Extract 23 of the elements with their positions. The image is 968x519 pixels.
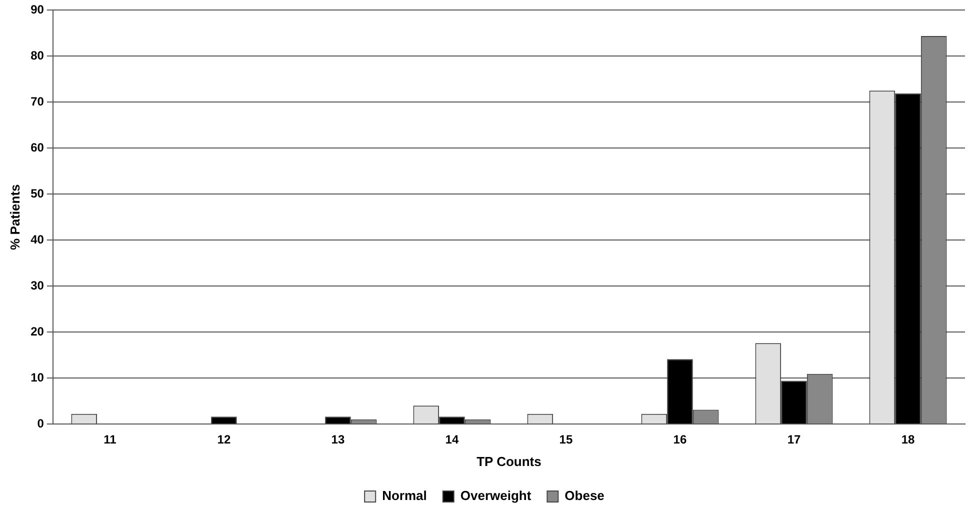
y-tick-label: 60 [30, 140, 44, 154]
y-tick-label: 30 [30, 278, 44, 292]
x-tick-label: 15 [559, 432, 573, 447]
y-tick-label: 20 [30, 324, 44, 338]
y-tick-label: 40 [30, 232, 44, 246]
y-tick-label: 70 [30, 94, 44, 108]
x-tick-label: 18 [901, 432, 915, 447]
x-tick-label: 16 [673, 432, 687, 447]
x-tick-label: 11 [104, 432, 117, 447]
x-tick-label: 14 [445, 432, 459, 447]
y-tick-label: 10 [30, 370, 44, 384]
y-tick-label: 80 [30, 48, 44, 62]
y-tick-label: 0 [37, 416, 44, 430]
x-tick-label: 17 [787, 432, 801, 447]
x-axis-title: TP Counts [476, 454, 542, 469]
x-tick-label: 12 [217, 432, 231, 447]
y-axis-title: % Patients [7, 184, 22, 250]
y-tick-label: 90 [30, 2, 44, 17]
legend-label: Overweight [460, 488, 532, 504]
legend-label: Obese [564, 488, 604, 504]
y-tick-label: 50 [30, 186, 44, 200]
x-tick-label: 13 [331, 432, 345, 447]
legend-label: Normal [382, 488, 427, 504]
